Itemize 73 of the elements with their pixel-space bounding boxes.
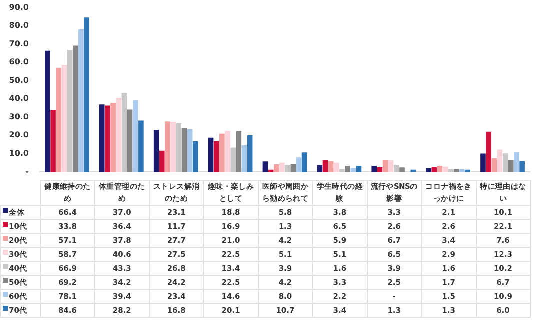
bar — [182, 128, 188, 172]
bar — [296, 158, 302, 172]
bar — [160, 150, 165, 172]
bar — [236, 131, 242, 172]
y-tick-label: - — [26, 167, 29, 176]
bar — [497, 150, 503, 172]
y-tick-label: 50.0 — [9, 76, 30, 85]
bar — [208, 138, 214, 172]
bar — [154, 130, 160, 172]
bar — [345, 166, 350, 172]
bar — [328, 161, 334, 172]
bar — [138, 120, 144, 172]
bar — [72, 46, 78, 172]
bar — [84, 18, 90, 172]
bar — [388, 160, 394, 172]
bar — [176, 123, 182, 172]
bar — [110, 103, 116, 172]
bar — [105, 106, 110, 172]
bar — [116, 98, 122, 172]
bar — [460, 169, 465, 172]
bar — [492, 158, 498, 172]
bar — [454, 169, 460, 172]
bar — [45, 50, 50, 172]
bar — [432, 167, 438, 172]
bar — [486, 132, 492, 172]
bar — [350, 168, 356, 172]
bar — [242, 146, 248, 172]
bar — [220, 134, 225, 172]
y-tick-label: 60.0 — [9, 58, 30, 67]
y-tick-label: 40.0 — [9, 94, 30, 104]
y-tick-label: 70.0 — [9, 39, 30, 48]
bar — [187, 129, 193, 172]
bar — [394, 165, 400, 172]
bar — [62, 64, 68, 172]
bar — [480, 154, 486, 172]
bar — [426, 168, 432, 172]
y-tick-label: 90.0 — [9, 2, 30, 12]
bar — [56, 68, 62, 172]
bar — [165, 122, 170, 172]
bar — [514, 152, 520, 172]
bar — [247, 135, 253, 172]
bar — [50, 110, 56, 172]
y-tick-label: 80.0 — [9, 21, 30, 30]
y-tick-label: 10.0 — [9, 149, 30, 158]
bar — [508, 160, 514, 172]
y-tick-label: 30.0 — [9, 112, 30, 122]
bar — [334, 162, 340, 172]
bar — [170, 122, 176, 172]
bar — [356, 166, 362, 172]
bar — [280, 162, 285, 172]
bar — [437, 166, 443, 172]
bar — [225, 131, 230, 172]
bar — [122, 93, 128, 172]
bar — [302, 152, 308, 172]
bar — [67, 50, 73, 172]
bar — [99, 104, 105, 172]
bar — [285, 165, 290, 172]
bar — [78, 30, 84, 172]
bar — [127, 110, 133, 172]
bar — [520, 161, 525, 172]
bar — [382, 160, 388, 172]
bar — [400, 168, 405, 172]
bar — [192, 142, 198, 172]
bar — [274, 164, 280, 172]
bar — [230, 148, 236, 172]
bar — [262, 162, 268, 172]
bar — [214, 141, 220, 172]
bar — [290, 164, 296, 172]
bar — [372, 166, 378, 172]
bar — [502, 154, 508, 172]
bar — [322, 160, 328, 172]
bar — [132, 100, 138, 172]
y-tick-label: 20.0 — [9, 130, 30, 140]
